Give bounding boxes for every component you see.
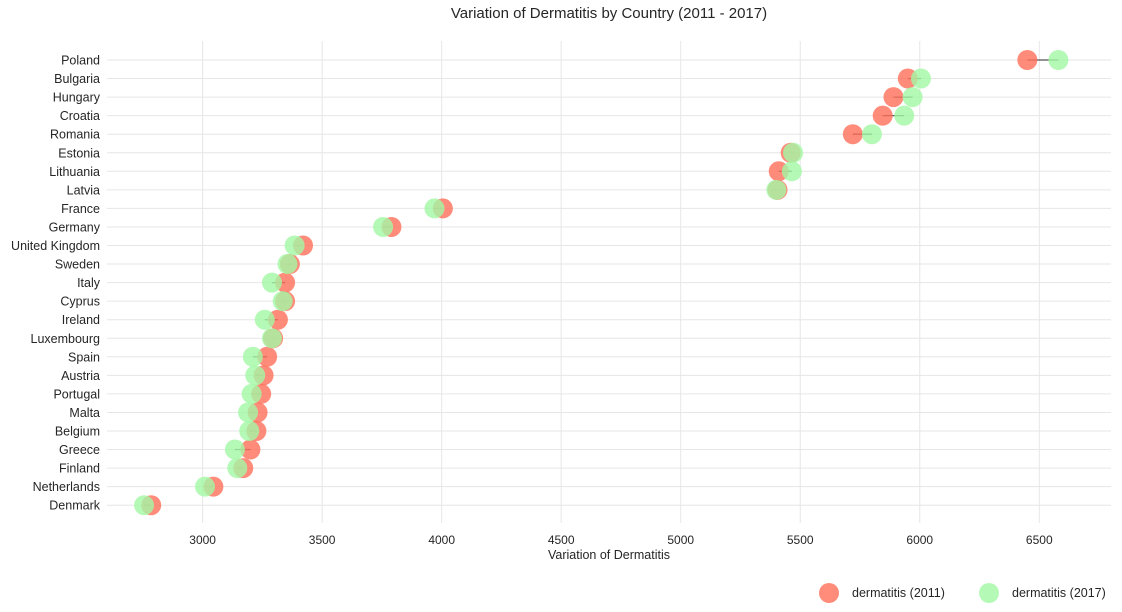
legend: dermatitis (2011) dermatitis (2017) [819, 583, 1106, 603]
y-tick-label: Italy [77, 276, 101, 290]
y-tick-label: Denmark [49, 499, 100, 513]
y-tick-label: Romania [50, 128, 100, 142]
point-2011 [842, 124, 863, 145]
y-tick-label: United Kingdom [11, 239, 100, 253]
point-2017 [224, 439, 245, 460]
point-2011 [872, 105, 893, 126]
y-tick-label: Bulgaria [54, 72, 100, 86]
point-2017 [783, 142, 804, 163]
legend-label-2017: dermatitis (2017) [1012, 586, 1106, 600]
point-2017 [894, 105, 915, 126]
point-2017 [227, 458, 248, 479]
x-tick-label: 5500 [787, 533, 814, 547]
y-tick-label: Portugal [53, 387, 100, 401]
x-tick-label: 3500 [309, 533, 336, 547]
y-tick-label: Greece [59, 443, 100, 457]
point-2017 [239, 421, 260, 441]
x-tick-label: 4000 [428, 533, 455, 547]
point-2017 [766, 179, 787, 200]
y-tick-label: Estonia [58, 146, 100, 160]
point-2017 [781, 161, 802, 182]
y-tick-label: Sweden [55, 258, 100, 272]
point-2017 [261, 272, 282, 293]
y-tick-label: Poland [61, 54, 100, 68]
point-2017 [272, 291, 293, 312]
y-tick-label: Malta [69, 406, 100, 420]
point-2017 [902, 87, 923, 108]
y-tick-label: Ireland [62, 313, 100, 327]
y-tick-label: Spain [68, 350, 100, 364]
y-tick-label: Hungary [53, 91, 101, 105]
point-2017 [242, 346, 263, 367]
legend-label-2011: dermatitis (2011) [852, 586, 945, 600]
point-2017 [261, 328, 282, 349]
y-tick-label: Finland [59, 462, 100, 476]
point-2017 [254, 309, 275, 330]
country-labels: Poland Bulgaria Hungary Croatia Romania Eston… [11, 54, 101, 513]
point-2017 [373, 216, 394, 237]
point-2011 [240, 439, 261, 460]
y-tick-label: Luxembourg [31, 332, 101, 346]
x-tick-label: 6000 [906, 533, 933, 547]
point-2017 [284, 235, 305, 256]
point-2017 [1048, 50, 1069, 70]
y-tick-label: Lithuania [49, 165, 100, 179]
y-tick-label: Croatia [60, 109, 100, 123]
x-tick-label: 4500 [548, 533, 575, 547]
y-tick-label: Latvia [67, 183, 100, 197]
legend-marker-2011 [819, 583, 839, 603]
x-tick-labels: 3000 3500 4000 4500 5000 5500 6000 6500 [189, 533, 1053, 547]
point-2017 [245, 365, 266, 386]
y-tick-label: France [61, 202, 100, 216]
point-2011 [883, 87, 904, 108]
y-tick-label: Belgium [55, 425, 100, 439]
x-tick-label: 6500 [1026, 533, 1053, 547]
point-2017 [195, 476, 216, 497]
y-tick-label: Netherlands [33, 480, 100, 494]
point-2017 [238, 402, 259, 423]
point-2017 [424, 198, 445, 219]
y-tick-label: Austria [61, 369, 100, 383]
point-2017 [134, 495, 155, 516]
point-2017 [241, 383, 262, 404]
x-tick-label: 3000 [189, 533, 216, 547]
y-tick-label: Germany [49, 220, 101, 234]
data-markers [134, 50, 1069, 516]
point-2017 [277, 254, 298, 275]
x-tick-label: 5000 [667, 533, 694, 547]
grid-lines [107, 41, 1111, 523]
y-tick-label: Cyprus [60, 295, 100, 309]
legend-marker-2017 [979, 583, 999, 603]
point-2017 [910, 68, 931, 89]
point-2011 [257, 346, 278, 367]
chart-title: Variation of Dermatitis by Country (2011… [451, 5, 767, 22]
point-2011 [1017, 50, 1038, 70]
x-axis-label: Variation of Dermatitis [548, 548, 670, 562]
point-2017 [861, 124, 882, 145]
